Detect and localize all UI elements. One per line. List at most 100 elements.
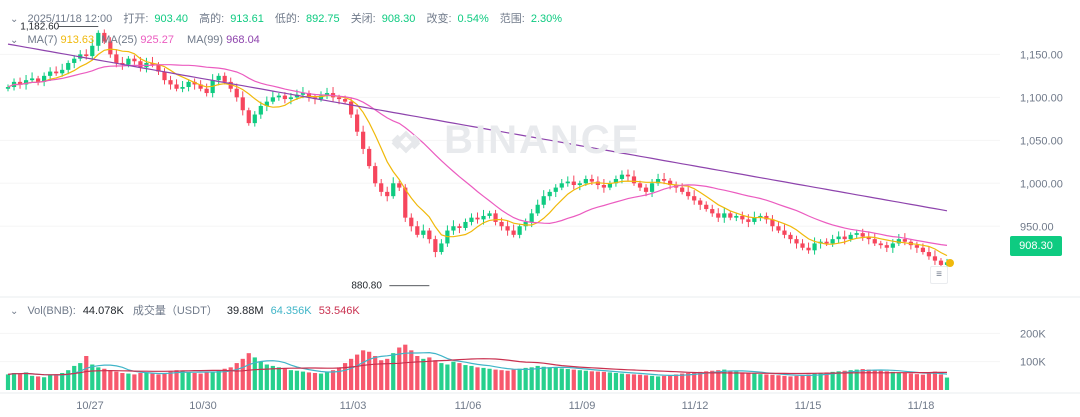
open-label: 打开: (123, 13, 149, 25)
volume-bar (764, 374, 769, 390)
chevron-down-icon[interactable]: ⌄ (10, 14, 19, 25)
ohlc-header: ⌄ 2025/11/18 12:00 打开: 903.40 高的: 913.61 低… (10, 10, 570, 26)
volume-bar (872, 370, 877, 390)
candle-body (643, 187, 649, 192)
close-label: 关闭: (350, 13, 376, 25)
volume-bar (240, 358, 245, 390)
volume-bar (342, 363, 348, 390)
vol-value: 44.078K (82, 305, 124, 317)
candle-body (547, 191, 552, 197)
candle-body (162, 71, 167, 81)
volume-bar (264, 364, 269, 390)
range-label: 范围: (499, 13, 525, 25)
volume-bar (686, 373, 691, 390)
candle-body (433, 239, 438, 253)
volume-bar (162, 373, 167, 390)
volume-bar (583, 370, 588, 390)
candle-body (54, 71, 59, 74)
volume-bar (722, 369, 727, 390)
candle-body (475, 217, 480, 220)
volume-bar (944, 377, 950, 390)
candle-body (379, 183, 384, 192)
volume-bar (72, 365, 77, 390)
chevron-down-icon[interactable]: ⌄ (10, 35, 19, 46)
volume-bar (114, 371, 119, 390)
volume-bar (469, 365, 474, 390)
candle-body (716, 213, 721, 218)
candle-body (854, 233, 859, 235)
candle-body (559, 183, 564, 188)
candle-body (836, 236, 841, 240)
candle-body (409, 217, 414, 227)
candle-body (866, 236, 871, 240)
x-tick-label: 11/12 (682, 400, 709, 412)
volume-bar (517, 368, 522, 390)
candle-body (108, 41, 113, 55)
candle-body (5, 87, 11, 89)
candle-body (535, 204, 540, 214)
candle-body (704, 204, 709, 210)
ma7-line (7, 48, 948, 257)
candle-body (800, 243, 805, 248)
volume-bar (5, 374, 11, 390)
candle-body (427, 230, 432, 240)
volume-bar (529, 367, 534, 390)
candle-body (132, 58, 137, 62)
volume-bar (499, 370, 504, 390)
alert-dot-icon[interactable] (946, 259, 954, 267)
candle-body (619, 174, 625, 179)
volume-bar (553, 367, 558, 390)
low-label: 低的: (274, 13, 300, 25)
volume-bar (294, 370, 300, 390)
volume-bar (637, 374, 643, 390)
volume-bar (439, 363, 444, 390)
ma99-value: 968.04 (226, 34, 260, 46)
volume-bar (776, 375, 781, 390)
change-label: 改变: (426, 13, 452, 25)
volume-bar (577, 370, 582, 390)
volume-bar (102, 368, 107, 390)
candle-body (361, 131, 366, 149)
ma7-value: 913.63 (60, 34, 95, 46)
volume-bar (800, 375, 805, 390)
ma25-value: 925.27 (140, 34, 174, 46)
volume-bar (902, 373, 907, 390)
candle-body (668, 180, 673, 185)
candle-body (824, 241, 829, 244)
volume-bar (361, 350, 366, 390)
high-value: 913.61 (230, 13, 264, 25)
volume-bar (60, 373, 65, 390)
candle-body (421, 230, 426, 235)
header-datetime: 2025/11/18 12:00 (27, 13, 113, 25)
volume-bar (541, 366, 546, 390)
volume-bar (385, 358, 390, 390)
volume-bar (782, 375, 787, 390)
candle-body (625, 174, 631, 177)
volume-bar (391, 353, 396, 390)
candle-body (770, 219, 775, 227)
volume-bar (680, 373, 685, 390)
ma25-line (7, 64, 948, 246)
volume-bar (523, 367, 528, 390)
candle-body (168, 80, 173, 85)
candle-body (631, 176, 637, 184)
candle-body (872, 239, 877, 244)
candle-body (96, 32, 101, 46)
chevron-down-icon[interactable]: ⌄ (10, 306, 19, 317)
volume-bar (276, 367, 281, 390)
volume-bar (661, 375, 667, 390)
candle-body (878, 243, 883, 246)
volume-bar (409, 350, 414, 390)
candle-body (523, 221, 528, 227)
note-icon[interactable]: ≡ (930, 266, 948, 284)
candle-body (505, 226, 510, 231)
volume-bar (932, 371, 938, 390)
volume-bar (336, 367, 342, 390)
current-price-tag: 908.30 (1010, 236, 1062, 256)
volume-bar (168, 371, 173, 390)
candle-body (29, 78, 35, 81)
turnover-value: 39.88M (226, 305, 264, 317)
candle-body (102, 32, 107, 42)
volume-bar (120, 373, 125, 390)
